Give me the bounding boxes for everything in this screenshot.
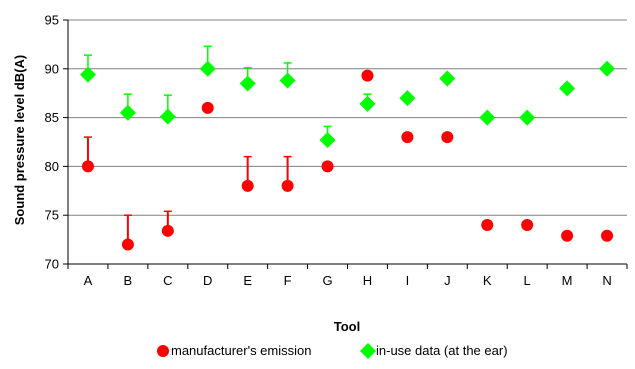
in-use-point (280, 73, 296, 89)
emission-point (82, 160, 94, 172)
in-use-point (200, 61, 216, 77)
x-tick-label: A (84, 273, 93, 288)
x-tick-labels: A B C D E F G H I J K L M N (84, 273, 612, 288)
emission-point (322, 160, 334, 172)
data-markers (80, 61, 615, 251)
x-axis-title: Tool (334, 319, 360, 334)
x-tick-label: G (322, 273, 332, 288)
legend-label: in-use data (at the ear) (376, 343, 508, 358)
emission-point (202, 102, 214, 114)
axes (63, 20, 627, 269)
in-use-point (359, 96, 375, 112)
in-use-point (559, 80, 575, 96)
emission-point (601, 230, 613, 242)
x-tick-label: N (602, 273, 611, 288)
gridlines (68, 20, 627, 215)
x-tick-label: I (406, 273, 410, 288)
x-tick-label: L (524, 273, 531, 288)
in-use-point (479, 110, 495, 126)
emission-point (401, 131, 413, 143)
x-tick-label: K (483, 273, 492, 288)
in-use-point (599, 61, 615, 77)
legend-label: manufacturer's emission (171, 343, 311, 358)
emission-point (361, 70, 373, 82)
x-tick-label: B (124, 273, 133, 288)
legend-marker-emission (157, 345, 169, 357)
in-use-point (240, 75, 256, 91)
x-tick-label: H (363, 273, 372, 288)
y-axis-title: Sound pressure level dB(A) (12, 55, 27, 225)
in-use-point (120, 105, 136, 121)
x-tick-label: E (243, 273, 252, 288)
legend-marker-in-use (360, 343, 376, 359)
x-tick-label: C (163, 273, 172, 288)
emission-point (481, 219, 493, 231)
in-use-point (320, 132, 336, 148)
x-tick-label: J (444, 273, 451, 288)
y-tick-label: 80 (45, 159, 59, 174)
in-use-point (399, 90, 415, 106)
emission-point (282, 180, 294, 192)
emission-point (122, 238, 134, 250)
x-tick-label: F (284, 273, 292, 288)
x-tick-label: M (562, 273, 573, 288)
y-tick-label: 95 (45, 13, 59, 28)
in-use-point (160, 109, 176, 125)
y-tick-labels: 70 75 80 85 90 95 (45, 13, 59, 272)
emission-point (162, 225, 174, 237)
y-tick-label: 85 (45, 110, 59, 125)
emission-point (521, 219, 533, 231)
legend: manufacturer's emission in-use data (at t… (157, 343, 508, 359)
emission-point (561, 230, 573, 242)
y-tick-label: 70 (45, 257, 59, 272)
x-tick-label: D (203, 273, 212, 288)
y-tick-label: 90 (45, 61, 59, 76)
in-use-point (439, 71, 455, 87)
y-tick-label: 75 (45, 208, 59, 223)
in-use-point (519, 110, 535, 126)
emission-point (441, 131, 453, 143)
emission-point (242, 180, 254, 192)
